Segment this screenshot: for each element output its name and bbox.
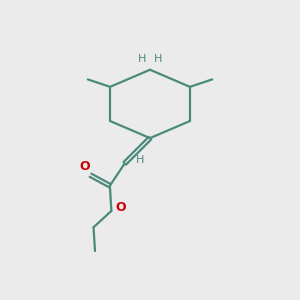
Text: H: H	[154, 54, 163, 64]
Text: H: H	[135, 155, 144, 165]
Text: H: H	[137, 54, 146, 64]
Text: O: O	[79, 160, 90, 173]
Text: O: O	[116, 202, 127, 214]
